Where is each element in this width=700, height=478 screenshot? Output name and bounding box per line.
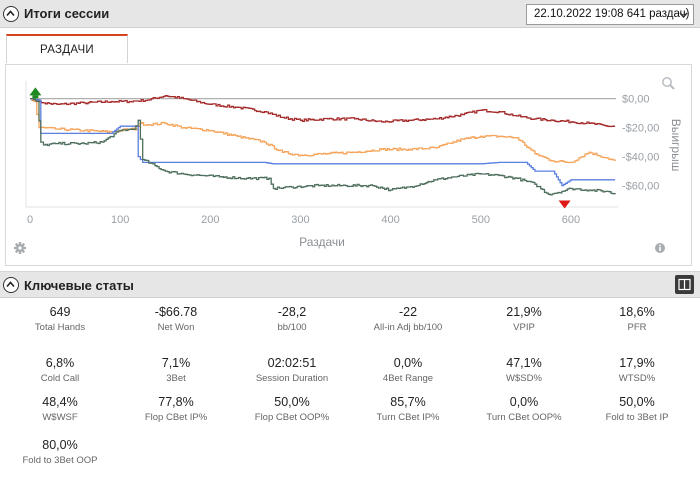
y-tick-label: -$60,00 — [622, 181, 659, 193]
stat-label: VPIP — [513, 322, 535, 333]
stat-label: 4Bet Range — [382, 373, 434, 384]
session-selector[interactable]: 22.10.2022 19:08 641 раздач) — [526, 4, 694, 25]
stat-item: 50,0% Fold to 3Bet IP — [577, 395, 697, 423]
key-stats-header: Ключевые статы — [0, 271, 700, 298]
stat-value: -28,2 — [277, 305, 307, 319]
stat-value: 50,0% — [619, 395, 655, 409]
stat-item: 0,0% 4Bet Range — [348, 356, 468, 384]
series-line-3 — [30, 97, 616, 196]
stat-value: 02:02:51 — [267, 356, 317, 370]
stat-item: -22 All-in Adj bb/100 — [348, 305, 468, 333]
stat-value: 48,4% — [42, 395, 78, 409]
stat-label: Session Duration — [255, 373, 329, 384]
max-marker — [29, 87, 42, 96]
x-tick-label: 100 — [111, 214, 129, 226]
tab-hands[interactable]: РАЗДАЧИ — [6, 34, 128, 63]
stat-item: 649 Total Hands — [0, 305, 120, 333]
y-tick-label: $0,00 — [622, 94, 650, 106]
stat-label: Fold to 3Bet OOP — [22, 455, 98, 466]
stat-value: 85,7% — [390, 395, 426, 409]
stat-item: 7,1% 3Bet — [116, 356, 236, 384]
stat-item: 85,7% Turn CBet IP% — [348, 395, 468, 423]
session-selector-value: 22.10.2022 19:08 641 раздач) — [534, 8, 690, 20]
stat-value: 0,0% — [393, 356, 423, 370]
stat-label: All-in Adj bb/100 — [373, 322, 443, 333]
stat-value: 6,8% — [45, 356, 75, 370]
stat-item: 77,8% Flop CBet IP% — [116, 395, 236, 423]
stat-label: Turn CBet IP% — [376, 412, 440, 423]
split-view-icon[interactable] — [675, 275, 694, 294]
stat-value: 50,0% — [274, 395, 310, 409]
x-tick-label: 0 — [27, 214, 33, 226]
stat-label: PFR — [627, 322, 647, 333]
stat-label: W$SD% — [506, 373, 542, 384]
gear-icon[interactable] — [14, 242, 26, 254]
stat-item: 0,0% Turn CBet OOP% — [464, 395, 584, 423]
series-line-0 — [30, 95, 616, 128]
stat-label: Turn CBet OOP% — [486, 412, 562, 423]
chevron-up-icon[interactable] — [3, 6, 19, 22]
winnings-chart-panel: 0 100 200 300 400 500 600 $0,00 -$20,00 -$40,00 -$… — [5, 64, 692, 266]
stat-label: Flop CBet IP% — [144, 412, 208, 423]
stat-item: 21,9% VPIP — [464, 305, 584, 333]
stat-value: 47,1% — [506, 356, 542, 370]
stat-label: Total Hands — [34, 322, 86, 333]
x-tick-label: 600 — [562, 214, 580, 226]
magnifier-icon[interactable] — [662, 77, 675, 90]
stat-item: -$66.78 Net Won — [116, 305, 236, 333]
x-tick-label: 500 — [472, 214, 490, 226]
stat-item: 02:02:51 Session Duration — [232, 356, 352, 384]
stat-item: 50,0% Flop CBet OOP% — [232, 395, 352, 423]
x-tick-label: 200 — [201, 214, 219, 226]
stat-value: -22 — [398, 305, 418, 319]
stat-value: 0,0% — [509, 395, 539, 409]
stat-label: Net Won — [157, 322, 195, 333]
stat-value: 80,0% — [42, 438, 78, 452]
winnings-chart: 0 100 200 300 400 500 600 $0,00 -$20,00 -$40,00 -$… — [14, 77, 683, 254]
x-tick-label: 400 — [381, 214, 399, 226]
chevron-up-icon[interactable] — [3, 277, 19, 293]
stat-item: -28,2 bb/100 — [232, 305, 352, 333]
stat-item: 48,4% W$WSF — [0, 395, 120, 423]
session-summary-header: Итоги сессии 22.10.2022 19:08 641 раздач… — [0, 0, 700, 28]
stat-value: 21,9% — [506, 305, 542, 319]
x-tick-label: 300 — [291, 214, 309, 226]
stat-value: 7,1% — [161, 356, 191, 370]
stat-label: WTSD% — [618, 373, 656, 384]
stat-item: 80,0% Fold to 3Bet OOP — [0, 438, 120, 466]
stat-item: 17,9% WTSD% — [577, 356, 697, 384]
y-tick-label: -$40,00 — [622, 152, 659, 164]
info-icon[interactable] — [655, 243, 665, 253]
stat-label: W$WSF — [42, 412, 78, 423]
stat-label: Flop CBet OOP% — [254, 412, 330, 423]
x-axis-title: Раздачи — [299, 235, 345, 249]
tab-bar: РАЗДАЧИ — [0, 28, 700, 63]
stat-value: 18,6% — [619, 305, 655, 319]
stat-item: 18,6% PFR — [577, 305, 697, 333]
stat-label: Fold to 3Bet IP — [605, 412, 669, 423]
stat-label: bb/100 — [277, 322, 307, 333]
series-line-2 — [30, 97, 616, 187]
chevron-down-icon — [679, 12, 688, 19]
stat-label: Cold Call — [40, 373, 80, 384]
stat-value: 17,9% — [619, 356, 655, 370]
min-marker — [558, 200, 571, 209]
max-marker-base — [32, 95, 39, 99]
stat-item: 6,8% Cold Call — [0, 356, 120, 384]
y-axis-title: Выигрыш — [669, 119, 683, 172]
stat-value: -$66.78 — [154, 305, 198, 319]
y-tick-label: -$20,00 — [622, 123, 659, 135]
stat-item: 47,1% W$SD% — [464, 356, 584, 384]
stat-value: 649 — [49, 305, 71, 319]
stat-label: 3Bet — [166, 373, 186, 384]
section-title: Итоги сессии — [24, 6, 110, 21]
section-title: Ключевые статы — [24, 278, 134, 293]
stat-value: 77,8% — [158, 395, 194, 409]
